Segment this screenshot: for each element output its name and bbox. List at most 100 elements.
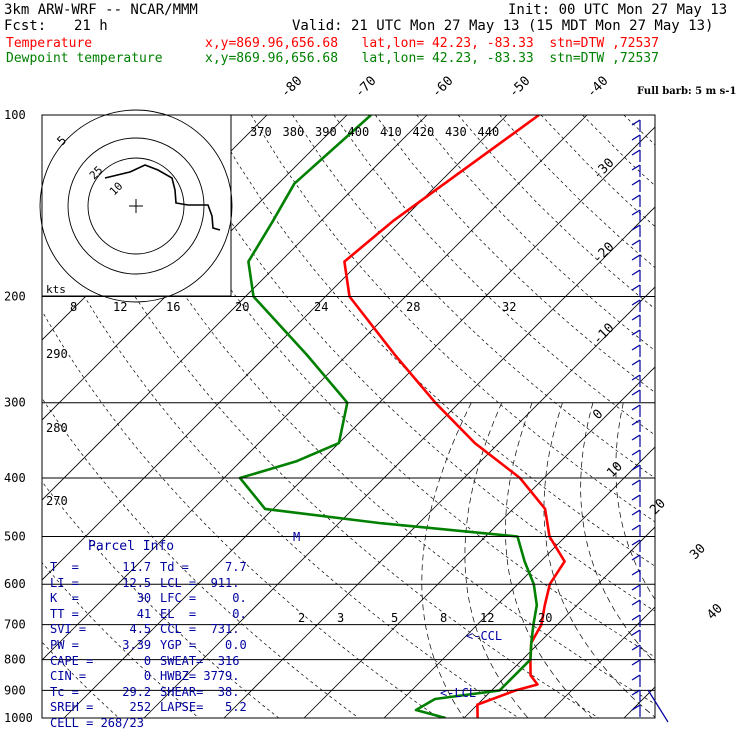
theta-label: 390 bbox=[315, 125, 337, 139]
wind-barb-flag bbox=[631, 539, 641, 546]
dry-adiabat bbox=[416, 115, 655, 351]
parcel-info-value: SWEAT= 316 bbox=[160, 653, 240, 668]
pressure-tick-label: 300 bbox=[4, 396, 26, 410]
wind-barb-flag bbox=[631, 569, 641, 576]
hodo-speed-tick: 12 bbox=[113, 300, 127, 314]
model-title: 3km ARW-WRF -- NCAR/MMM bbox=[4, 2, 198, 18]
isotherm-line bbox=[42, 115, 508, 581]
hodo-speed-tick: 8 bbox=[70, 300, 77, 314]
dewpoint-legend-info: x,y=869.96,656.68 lat,lon= 42.23, -83.33… bbox=[205, 51, 659, 66]
wind-barb-flag bbox=[631, 584, 641, 591]
temperature-tick-label: -40 bbox=[584, 74, 611, 101]
pressure-tick-label: 1000 bbox=[4, 711, 33, 725]
wind-barb-flag bbox=[631, 599, 641, 606]
pressure-tick-label: 200 bbox=[4, 290, 26, 304]
temperature-tick-label: 0 bbox=[590, 407, 606, 423]
valid-time: Valid: 21 UTC Mon 27 May 13 (15 MDT Mon … bbox=[292, 18, 714, 34]
wind-barb-flag bbox=[631, 479, 641, 486]
wind-barb-flag bbox=[631, 509, 641, 516]
wind-barb-flag bbox=[631, 419, 641, 426]
wind-barb-flag bbox=[631, 659, 641, 666]
theta-e-label: 280 bbox=[46, 421, 68, 435]
dry-adiabat bbox=[42, 215, 519, 718]
parcel-info-label: CAPE = 0 bbox=[50, 653, 152, 668]
wind-barb-flag bbox=[631, 149, 641, 156]
dry-adiabat bbox=[42, 310, 440, 718]
wind-barb-flag bbox=[631, 284, 641, 291]
isotherm-line bbox=[543, 606, 655, 718]
parcel-info-label: PW = 3.39 bbox=[50, 638, 152, 652]
temperature-tick-label: 20 bbox=[647, 496, 669, 518]
wind-barb-flag bbox=[631, 629, 641, 636]
forecast-label: Fcst: bbox=[4, 18, 47, 34]
isotherm-line bbox=[463, 526, 655, 718]
theta-label: 400 bbox=[348, 125, 370, 139]
isotherm-line bbox=[623, 686, 655, 718]
hodo-ring-outer bbox=[39, 109, 233, 303]
wind-barb-flag bbox=[631, 134, 641, 141]
parcel-info-value: LAPSE= 5.2 bbox=[160, 700, 247, 715]
dry-adiabat bbox=[42, 481, 280, 718]
parcel-info-value: SHEAR= 38. bbox=[160, 684, 240, 699]
temperature-tick-label: 30 bbox=[687, 541, 709, 563]
dewpoint-legend-label: Dewpoint temperature bbox=[6, 51, 163, 66]
parcel-info-value: YGP = 0.0 bbox=[160, 638, 247, 652]
dry-adiabat bbox=[43, 115, 599, 718]
isotherm-line bbox=[223, 286, 655, 718]
wind-barb-flag bbox=[631, 254, 641, 261]
dry-adiabat bbox=[292, 115, 655, 479]
isotherm-line bbox=[704, 115, 740, 718]
dry-adiabat bbox=[623, 115, 655, 146]
hodo-speed-tick: 32 bbox=[502, 300, 516, 314]
wind-barb-flag bbox=[631, 329, 641, 336]
hodo-ring-middle bbox=[67, 137, 205, 275]
mixing-ratio-label: 2 bbox=[298, 611, 305, 625]
isotherm-line bbox=[143, 206, 655, 718]
dry-adiabat bbox=[209, 115, 655, 567]
temperature-tick-label: 40 bbox=[704, 601, 726, 623]
dry-adiabat bbox=[375, 115, 655, 393]
pressure-tick-label: 700 bbox=[4, 618, 26, 632]
theta-label: 380 bbox=[283, 125, 305, 139]
wind-barb-flag bbox=[631, 524, 641, 531]
wind-barb-flag bbox=[631, 209, 641, 216]
parcel-info-label: T = 11.7 bbox=[50, 560, 152, 574]
parcel-info-label: CIN = 0 bbox=[50, 669, 152, 684]
marker-lcl: <-LCL bbox=[440, 686, 476, 700]
pressure-tick-label: 500 bbox=[4, 529, 26, 543]
wind-barb-flag bbox=[631, 554, 641, 561]
moist-adiabat bbox=[543, 402, 655, 718]
temperature-legend-label: Temperature bbox=[6, 36, 93, 51]
theta-label: 420 bbox=[413, 125, 435, 139]
isotherm-line bbox=[383, 446, 655, 718]
parcel-info-label: LI = 12.5 bbox=[50, 575, 152, 590]
parcel-info-title: Parcel Info bbox=[88, 539, 175, 554]
parcel-info-value: LFC = 0. bbox=[160, 591, 247, 606]
temperature-profile bbox=[343, 115, 566, 718]
parcel-info-label: TT = 41 bbox=[50, 606, 152, 621]
temperature-tick-label: -60 bbox=[429, 74, 456, 101]
init-time: Init: 00 UTC Mon 27 May 13 bbox=[508, 2, 728, 18]
hodo-speed-tick: 28 bbox=[406, 300, 420, 314]
parcel-info-label: SVI = 4.5 bbox=[50, 622, 152, 637]
dry-adiabat bbox=[42, 397, 360, 718]
dry-adiabat bbox=[665, 115, 740, 718]
temperature-tick-label: -50 bbox=[506, 74, 533, 101]
dry-adiabat bbox=[42, 562, 200, 718]
isotherm-line bbox=[303, 366, 655, 718]
temperature-tick-label: -70 bbox=[352, 74, 379, 101]
wind-barb-flag bbox=[631, 269, 641, 276]
dry-adiabat bbox=[707, 115, 740, 718]
parcel-info-value: LCL = 911. bbox=[160, 575, 240, 590]
parcel-info-value: CCL = 731. bbox=[160, 622, 240, 637]
hodo-speed-unit: kts bbox=[46, 283, 66, 296]
plot-area bbox=[42, 115, 740, 718]
theta-label: 410 bbox=[380, 125, 402, 139]
parcel-info-value: EL = 0. bbox=[160, 606, 247, 621]
mixing-ratio-label: 8 bbox=[440, 611, 447, 625]
pressure-tick-label: 800 bbox=[4, 653, 26, 667]
wind-barb-flag bbox=[631, 194, 641, 201]
wind-barb-flag bbox=[631, 359, 641, 366]
mixing-ratio-label: 3 bbox=[337, 611, 344, 625]
marker-m: M bbox=[293, 530, 300, 544]
